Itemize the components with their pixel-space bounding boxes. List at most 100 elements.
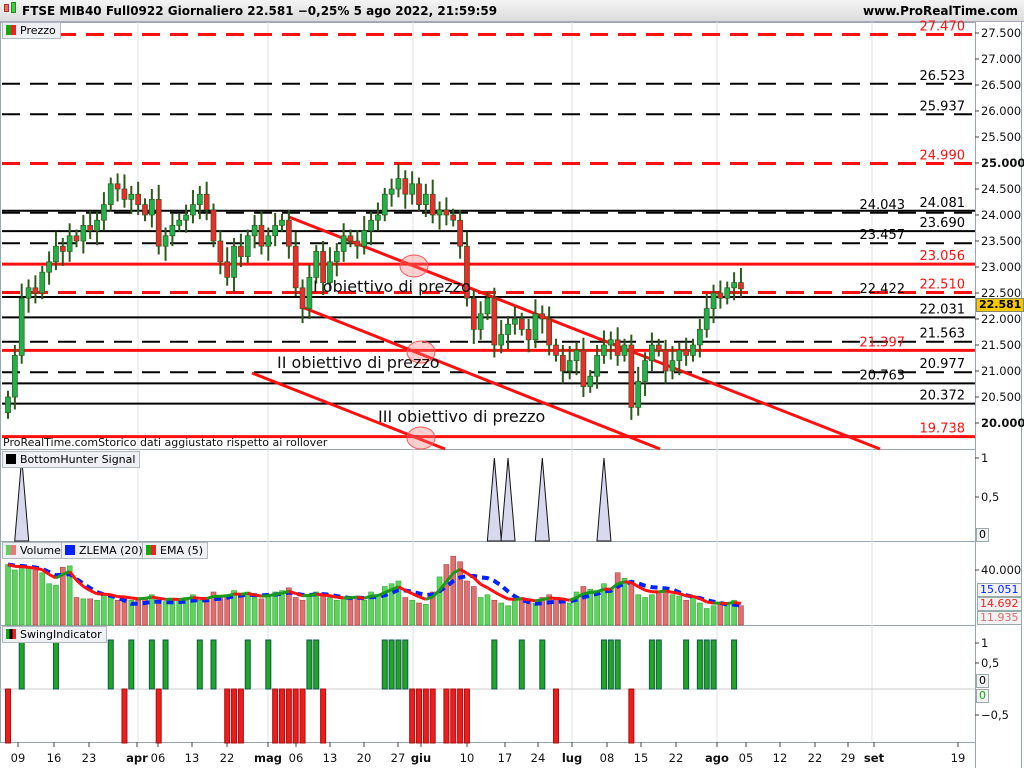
zlema-value-badge: 15.051 xyxy=(977,583,1022,597)
ema-segment xyxy=(329,594,338,599)
bottomhunter-spike xyxy=(534,457,550,542)
candle-down xyxy=(559,355,566,372)
legend-volume[interactable]: Volume xyxy=(2,542,66,559)
swing-bar-up xyxy=(52,639,59,690)
volume-bar xyxy=(423,604,429,626)
ema-segment xyxy=(75,579,85,588)
trend-line xyxy=(301,305,661,451)
x-tick-label: 10 xyxy=(460,751,475,765)
candle-up xyxy=(484,297,491,315)
swing-bar-up xyxy=(18,639,25,690)
legend-price[interactable]: Prezzo xyxy=(2,22,61,39)
volume-bar xyxy=(73,597,80,626)
price-tick-label: 20.500 xyxy=(981,390,1021,404)
candle-up xyxy=(649,344,655,361)
candle-down xyxy=(135,193,141,205)
ema-segment xyxy=(596,587,605,594)
x-tick-label: lug xyxy=(562,751,582,765)
x-tick-label: 19 xyxy=(951,751,966,765)
x-tick-label: 15 xyxy=(634,751,649,765)
candle-down xyxy=(32,287,39,294)
volume-bar xyxy=(190,594,196,626)
target-ellipse xyxy=(399,254,429,278)
candle-up xyxy=(477,313,484,330)
swing-bar-up xyxy=(210,639,217,690)
volume-bar xyxy=(690,597,696,626)
ema-segment xyxy=(391,585,400,592)
ema-segment xyxy=(637,585,646,592)
volume-bar xyxy=(484,594,491,626)
price-level-label: 24.043 xyxy=(860,198,906,213)
swing-tick-label: 0,5 xyxy=(981,656,999,670)
volume-bar xyxy=(46,583,52,626)
bh-tick-label: 1 xyxy=(981,451,988,465)
price-level-label: 27.470 xyxy=(920,20,966,35)
candle-up xyxy=(676,349,683,361)
site-link[interactable]: www.ProRealTime.com xyxy=(863,4,1018,18)
candle-up xyxy=(340,235,347,252)
x-tick-label: mag xyxy=(254,751,282,765)
swing-bar-down xyxy=(155,688,162,744)
ema-segment xyxy=(185,596,194,601)
volume-bar xyxy=(669,594,676,626)
candle-up xyxy=(25,287,32,299)
candle-up xyxy=(573,349,580,361)
bottomhunter-spike xyxy=(486,457,502,542)
volume-bar xyxy=(388,583,395,626)
price-tick-label: 26.500 xyxy=(981,78,1021,92)
candle-down xyxy=(121,188,128,200)
candle-down xyxy=(416,183,422,205)
legend-zlema[interactable]: ZLEMA (20) xyxy=(61,542,148,559)
panel-frame xyxy=(0,22,976,450)
volume-bar xyxy=(409,599,415,626)
ema-segment xyxy=(418,595,427,601)
volume-value-badge: 11.935 xyxy=(977,611,1022,625)
price-swatch-icon xyxy=(6,25,16,35)
volume-bar xyxy=(402,597,409,626)
swing-bar-down xyxy=(320,688,327,744)
ema-segment xyxy=(397,585,406,592)
price-level-label: 24.081 xyxy=(920,196,966,211)
legend-bottomhunter[interactable]: BottomHunter Signal xyxy=(2,451,141,468)
current-price-badge: 22.581 xyxy=(976,298,1024,312)
candle-up xyxy=(395,178,402,190)
swing-bar-up xyxy=(381,639,388,690)
candle-down xyxy=(142,204,148,216)
candle-up xyxy=(244,235,251,257)
volume-bar xyxy=(566,602,573,626)
candle-up xyxy=(409,183,415,195)
data-note: ProRealTime.comStorico dati aggiustato r… xyxy=(3,436,328,449)
candle-down xyxy=(464,245,470,299)
ema-segment xyxy=(322,593,331,598)
x-tick-label: 16 xyxy=(47,751,62,765)
candle-down xyxy=(655,344,662,351)
bh-tick-label: 0,5 xyxy=(981,490,999,504)
volume-bar xyxy=(580,586,587,626)
x-tick-label: 29 xyxy=(841,751,856,765)
x-tick-label: 06 xyxy=(151,751,166,765)
swing-bar-up xyxy=(600,639,607,690)
candle-up xyxy=(532,313,539,341)
candle-up xyxy=(313,251,320,278)
price-level-label: 20.763 xyxy=(860,368,906,383)
candle-down xyxy=(539,313,546,320)
legend-ema[interactable]: EMA (5) xyxy=(142,542,209,559)
volume-bar xyxy=(251,597,258,626)
candle-down xyxy=(299,287,306,309)
bottomhunter-spike xyxy=(596,457,612,542)
candle-down xyxy=(238,245,244,257)
volume-bar xyxy=(18,566,25,626)
volume-bar xyxy=(703,608,710,626)
volume-bar xyxy=(512,599,518,626)
target-label-1: I obiettivo di prezzo xyxy=(313,277,471,296)
volume-bar xyxy=(491,599,498,626)
x-tick-label: 06 xyxy=(289,751,304,765)
candle-up xyxy=(375,214,381,221)
candle-up xyxy=(436,209,443,216)
volume-bar xyxy=(299,599,306,626)
legend-swing[interactable]: SwingIndicator xyxy=(2,626,107,643)
volume-bar xyxy=(395,580,402,626)
volume-bar xyxy=(498,602,505,626)
ema-segment xyxy=(206,594,214,600)
